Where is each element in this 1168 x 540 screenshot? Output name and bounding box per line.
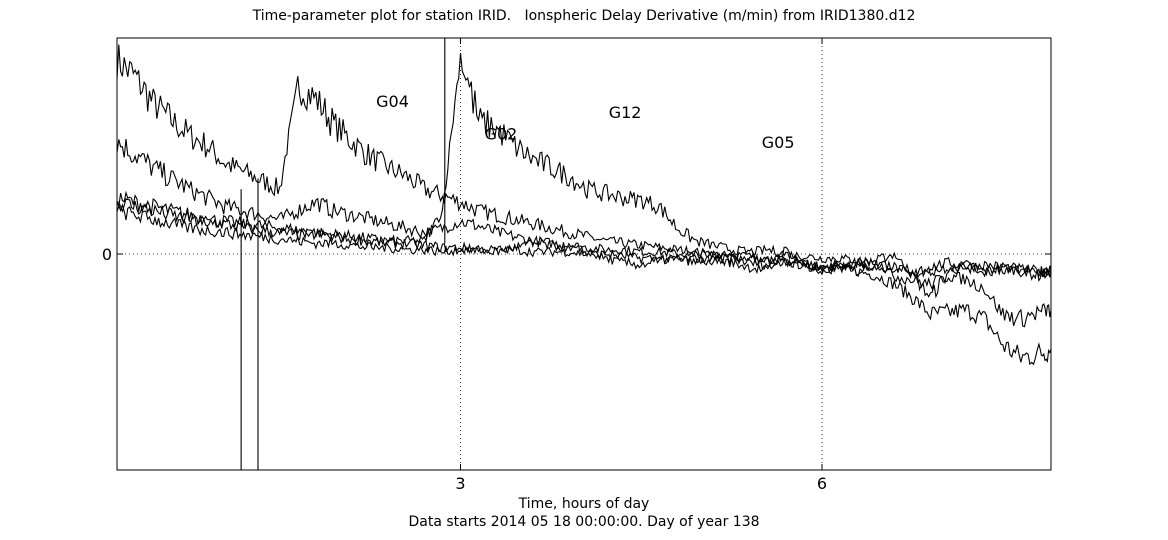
- x-axis-label-date-info: Data starts 2014 05 18 00:00:00. Day of …: [408, 514, 760, 530]
- series-label-g12: G12: [609, 103, 642, 122]
- series-line-g05: [116, 198, 1052, 328]
- series-lines: [116, 38, 1052, 470]
- x-tick-label: 6: [817, 474, 827, 493]
- series-label-g05: G05: [762, 133, 795, 152]
- series-label-g02: G02: [485, 125, 518, 144]
- series-label-g04: G04: [376, 92, 409, 111]
- axis-ticks: 3 6 0: [102, 38, 1051, 493]
- series-labels: G04 G02 G12 G05: [376, 92, 794, 152]
- chart-title: Time-parameter plot for station IRID. Io…: [252, 8, 916, 24]
- x-tick-label: 3: [455, 474, 465, 493]
- series-line-unlabeled-4: [116, 203, 1052, 278]
- series-line-g04: [116, 44, 1052, 366]
- series-line-g12: [116, 52, 1052, 279]
- y-tick-label: 0: [102, 245, 112, 264]
- x-axis-label: Time, hours of day: [518, 496, 650, 512]
- series-line-g02: [116, 139, 1052, 299]
- grid-lines: [117, 38, 1051, 470]
